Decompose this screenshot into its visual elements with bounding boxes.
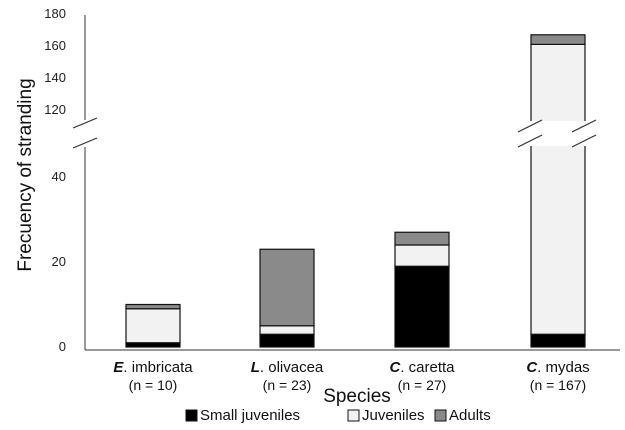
category-sample-size: (n = 167): [530, 377, 586, 393]
category-label: E. imbricata: [113, 359, 193, 376]
axis-break-layer: [70, 117, 597, 149]
category-species: . mydas: [537, 359, 590, 376]
category-genus: E: [113, 359, 124, 376]
x-axis-title: Species: [323, 386, 391, 407]
category-species: . imbricata: [123, 359, 193, 376]
category-species: . olivacea: [260, 359, 324, 376]
legend-label: Small juveniles: [200, 407, 300, 424]
y-tick-label: 0: [59, 339, 66, 354]
bar-segment: [530, 43, 586, 335]
y-tick-label: 180: [44, 6, 66, 21]
axis-break-gap-right: [530, 121, 590, 146]
category-sample-size: (n = 23): [263, 377, 312, 393]
legend-label: Juveniles: [362, 407, 425, 424]
bar-segment: [530, 333, 586, 348]
bar-layer: [125, 34, 586, 348]
y-tick-label: 140: [44, 70, 66, 85]
axis-break-mark: [571, 119, 597, 133]
category-sample-size: (n = 10): [129, 377, 178, 393]
category-species: . caretta: [400, 359, 455, 376]
category-genus: C: [389, 359, 401, 376]
axis-break-mark: [571, 134, 597, 148]
bar-segment: [530, 34, 586, 45]
y-tick-label: 120: [44, 102, 66, 117]
legend-swatch: [347, 409, 360, 422]
y-tick-label: 20: [52, 254, 66, 269]
bar-segment: [394, 244, 450, 267]
legend-swatch: [434, 409, 447, 422]
bar-segment: [125, 308, 181, 344]
legend-swatch: [185, 409, 198, 422]
legend-label: Adults: [449, 407, 491, 424]
category-label: L. olivacea: [251, 359, 324, 376]
category-label: C. mydas: [526, 359, 589, 376]
bar-segment: [259, 248, 315, 327]
bar-segment: [394, 265, 450, 348]
bar-segment: [394, 231, 450, 246]
category-sample-size: (n = 27): [398, 377, 447, 393]
y-axis-title: Frecuency of stranding: [15, 78, 36, 271]
category-label: C. caretta: [389, 359, 455, 376]
tick-label-layer: 0 20 40 120 140 160 180: [44, 6, 66, 354]
axis-break-mark: [72, 137, 98, 149]
category-label-layer: E. imbricata(n = 10) L. olivacea(n = 23) C…: [113, 359, 589, 393]
y-tick-label: 40: [52, 169, 66, 184]
bar-segment: [259, 333, 315, 348]
y-tick-label: 160: [44, 38, 66, 53]
axis-layer: [84, 15, 620, 351]
axis-break-gap-left: [70, 121, 100, 146]
category-genus: L: [251, 359, 260, 376]
category-genus: C: [526, 359, 538, 376]
axis-break-mark: [517, 119, 543, 133]
axis-break-mark: [72, 117, 98, 129]
axis-break-mark: [517, 134, 543, 148]
bar-segment: [259, 325, 315, 335]
legend: Small juveniles Juveniles Adults: [185, 407, 491, 424]
bar-segment: [125, 342, 181, 348]
bar-segment: [125, 303, 181, 310]
